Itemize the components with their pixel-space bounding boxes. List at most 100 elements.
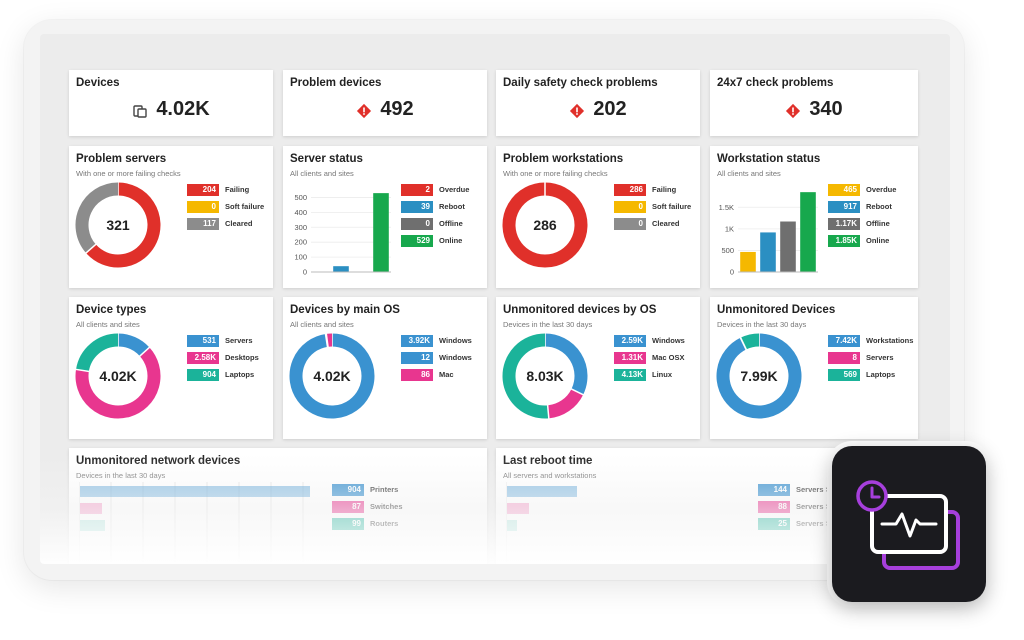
donut-center-value: 8.03K	[526, 368, 564, 384]
legend-value: 529	[401, 234, 433, 247]
legend-item[interactable]: 1.31K Mac OSX	[614, 351, 685, 364]
legend: 7.42K Workstations 8 Servers 569 Laptops	[828, 334, 913, 385]
legend-value: 465	[828, 183, 860, 196]
legend-label: Soft failure	[652, 202, 692, 211]
devices-icon	[132, 102, 148, 118]
legend-item[interactable]: 117 Cleared	[187, 217, 264, 230]
legend-item[interactable]: 1.17K Offline	[828, 217, 896, 230]
donut-center-value: 321	[106, 217, 130, 233]
legend-item[interactable]: 4.13K Linux	[614, 368, 685, 381]
alert-icon	[356, 102, 372, 118]
legend-item[interactable]: 39 Reboot	[401, 200, 469, 213]
bar-routers	[80, 520, 105, 531]
bar-offline	[780, 221, 796, 272]
y-tick-label: 500	[294, 193, 307, 202]
y-tick-label: 200	[294, 238, 307, 247]
alert-icon	[569, 102, 585, 118]
y-tick-label: 1.5K	[719, 203, 734, 212]
legend-item[interactable]: 286 Failing	[614, 183, 691, 196]
card-subtitle: All clients and sites	[76, 320, 140, 329]
legend-value: 8	[828, 351, 860, 364]
card-title: Devices by main OS	[290, 304, 400, 316]
legend-item[interactable]: 2.59K Windows	[614, 334, 685, 347]
unmonitored-by-os-card[interactable]: Unmonitored devices by OS Devices in the…	[496, 297, 700, 439]
card-title: Problem servers	[76, 153, 167, 165]
card-subtitle: Devices in the last 30 days	[76, 471, 166, 480]
legend-item[interactable]: 7.42K Workstations	[828, 334, 913, 347]
legend-value: 7.42K	[828, 334, 860, 347]
legend-item[interactable]: 0 Offline	[401, 217, 469, 230]
card-title: Problem workstations	[503, 153, 624, 165]
card-title: Unmonitored network devices	[76, 455, 241, 467]
legend-label: Failing	[652, 185, 677, 194]
legend-item[interactable]: 904 Printers	[332, 483, 403, 496]
problem-devices-count: 492	[380, 98, 414, 120]
legend: 2 Overdue 39 Reboot 0 Offline 529 Online	[401, 183, 469, 251]
problem-servers-card[interactable]: Problem servers With one or more failing…	[69, 146, 273, 288]
legend-item[interactable]: 0 Soft failure	[187, 200, 264, 213]
legend-value: 144	[758, 483, 790, 496]
bar-overdue	[740, 251, 756, 272]
card-subtitle: All clients and sites	[290, 320, 354, 329]
legend-item[interactable]: 144 Servers >	[758, 483, 830, 496]
legend-value: 2.58K	[187, 351, 219, 364]
legend-item[interactable]: 204 Failing	[187, 183, 264, 196]
legend-label: Online	[866, 236, 890, 245]
legend-item[interactable]: 86 Mac	[401, 368, 472, 381]
legend-value: 25	[758, 517, 790, 530]
problem-devices-card[interactable]: Problem devices 492	[283, 70, 487, 136]
y-tick-label: 100	[294, 253, 307, 262]
unmonitored-devices-card[interactable]: Unmonitored Devices Devices in the last …	[710, 297, 918, 439]
legend-label: Desktops	[225, 353, 259, 362]
legend-value: 0	[401, 217, 433, 230]
problem-workstations-card[interactable]: Problem workstations With one or more fa…	[496, 146, 700, 288]
server-status-card[interactable]: Server status All clients and sites 0 100…	[283, 146, 487, 288]
legend-item[interactable]: 88 Servers >	[758, 500, 830, 513]
donut-slice-windows	[544, 333, 588, 395]
legend-value: 286	[614, 183, 646, 196]
legend-item[interactable]: 1.85K Online	[828, 234, 896, 247]
legend-item[interactable]: 917 Reboot	[828, 200, 896, 213]
daily-safety-count: 202	[593, 98, 627, 120]
legend-item[interactable]: 25 Servers >	[758, 517, 830, 530]
legend: 3.92K Windows 12 Windows 86 Mac	[401, 334, 472, 385]
legend-item[interactable]: 529 Online	[401, 234, 469, 247]
legend: 144 Servers > 88 Servers > 25 Servers >	[758, 483, 830, 534]
card-title: Daily safety check problems	[503, 77, 658, 89]
legend-item[interactable]: 2 Overdue	[401, 183, 469, 196]
legend-value: 569	[828, 368, 860, 381]
legend-item[interactable]: 569 Laptops	[828, 368, 913, 381]
legend-value: 117	[187, 217, 219, 230]
legend-item[interactable]: 904 Laptops	[187, 368, 259, 381]
bar-1	[507, 486, 577, 497]
donut-slice-mac-osx	[547, 388, 584, 419]
legend-item[interactable]: 531 Servers	[187, 334, 259, 347]
legend-item[interactable]: 0 Soft failure	[614, 200, 691, 213]
legend-label: Servers >	[796, 485, 830, 494]
legend-item[interactable]: 87 Switches	[332, 500, 403, 513]
legend-label: Failing	[225, 185, 250, 194]
workstation-status-card[interactable]: Workstation status All clients and sites…	[710, 146, 918, 288]
legend-item[interactable]: 2.58K Desktops	[187, 351, 259, 364]
devices-by-os-card[interactable]: Devices by main OS All clients and sites…	[283, 297, 487, 439]
legend-value: 0	[614, 200, 646, 213]
legend-label: Cleared	[225, 219, 253, 228]
bar-printers	[80, 486, 310, 497]
device-types-card[interactable]: Device types All clients and sites 4.02K…	[69, 297, 273, 439]
legend-item[interactable]: 8 Servers	[828, 351, 913, 364]
y-tick-label: 0	[730, 268, 734, 277]
devices-card[interactable]: Devices 4.02K	[69, 70, 273, 136]
legend-value: 4.13K	[614, 368, 646, 381]
legend-item[interactable]: 465 Overdue	[828, 183, 896, 196]
daily-safety-card[interactable]: Daily safety check problems 202	[496, 70, 700, 136]
legend-item[interactable]: 3.92K Windows	[401, 334, 472, 347]
legend-item[interactable]: 0 Cleared	[614, 217, 691, 230]
legend-item[interactable]: 12 Windows	[401, 351, 472, 364]
legend-label: Servers	[866, 353, 894, 362]
legend-item[interactable]: 99 Routers	[332, 517, 403, 530]
donut-slice-laptops	[76, 333, 119, 372]
unmonitored-network-card[interactable]: Unmonitored network devices Devices in t…	[69, 448, 487, 564]
donut-chart	[502, 333, 588, 419]
card-subtitle: All clients and sites	[717, 169, 781, 178]
check-24x7-card[interactable]: 24x7 check problems 340	[710, 70, 918, 136]
